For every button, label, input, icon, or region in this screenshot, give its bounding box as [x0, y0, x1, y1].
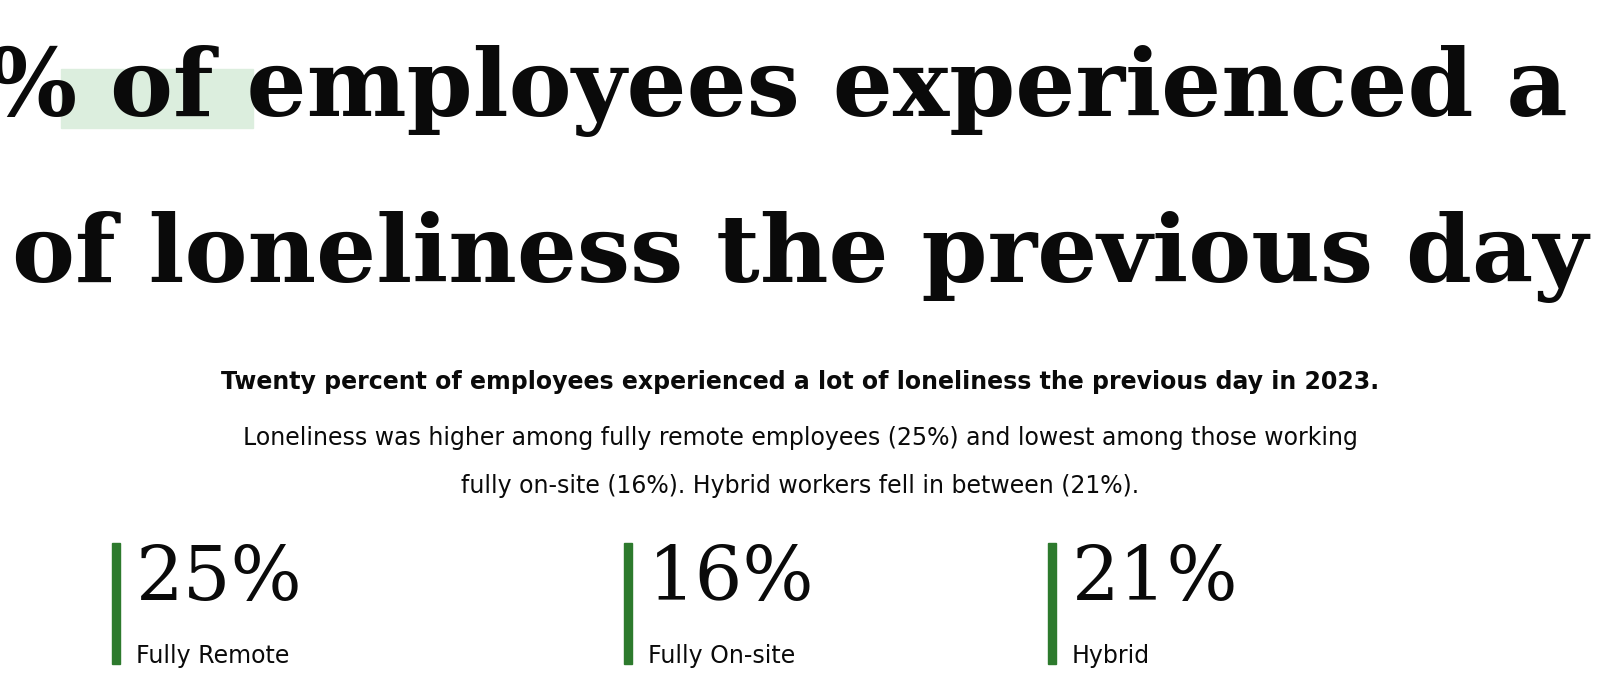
- Text: 16%: 16%: [648, 543, 814, 616]
- Text: fully on-site (16%). Hybrid workers fell in between (21%).: fully on-site (16%). Hybrid workers fell…: [461, 474, 1139, 498]
- Text: 25%: 25%: [136, 543, 302, 616]
- Text: 21%: 21%: [1072, 543, 1238, 616]
- Text: of loneliness the previous day: of loneliness the previous day: [11, 211, 1589, 303]
- Text: Twenty percent of employees experienced a lot of loneliness the previous day in : Twenty percent of employees experienced …: [221, 370, 1379, 394]
- Text: Loneliness was higher among fully remote employees (25%) and lowest among those : Loneliness was higher among fully remote…: [243, 426, 1357, 450]
- Text: Hybrid: Hybrid: [1072, 644, 1150, 668]
- Text: Fully Remote: Fully Remote: [136, 644, 290, 668]
- Text: 20% of employees experienced a lot: 20% of employees experienced a lot: [0, 45, 1600, 137]
- Text: Fully On-site: Fully On-site: [648, 644, 795, 668]
